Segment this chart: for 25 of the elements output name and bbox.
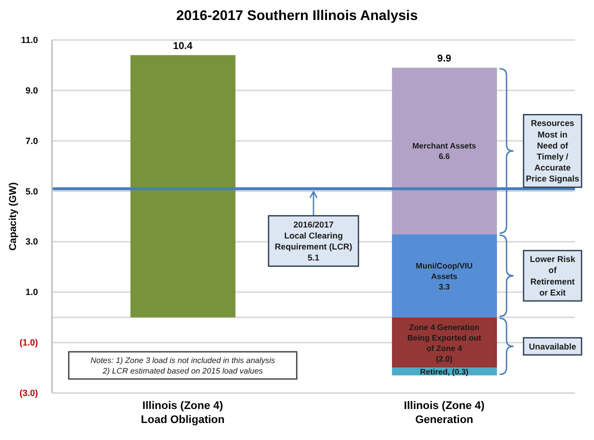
x-tick-label: Illinois (Zone 4) Load Obligation bbox=[140, 400, 225, 426]
series-label: Merchant Assets bbox=[412, 142, 477, 151]
y-tick-label: 1.0 bbox=[25, 287, 38, 298]
y-tick-label: 5.0 bbox=[25, 186, 38, 196]
annotation: Unavailable bbox=[528, 341, 576, 352]
y-axis-title: Capacity (GW) bbox=[8, 182, 19, 251]
data-label: 3.3 bbox=[438, 282, 450, 292]
y-tick-label: (1.0) bbox=[19, 338, 38, 348]
annotation: Lower Risk of Retirement or Exit bbox=[530, 254, 576, 298]
annotation: 9.9 bbox=[437, 54, 452, 65]
text: Retired, (0.3) bbox=[420, 368, 468, 377]
data-label: 6.6 bbox=[438, 152, 450, 162]
x-tick-label: Illinois (Zone 4) Generation bbox=[404, 400, 485, 426]
y-tick-label: 7.0 bbox=[25, 136, 38, 146]
ref-line-label: 2016/2017 Local Clearing Requirement (LCR) 5.1 bbox=[274, 219, 352, 263]
y-tick-label: 3.0 bbox=[25, 236, 38, 247]
data-label: 10.4 bbox=[173, 41, 193, 52]
series-label: Muni/Coop/VIU Assets bbox=[416, 261, 473, 281]
y-tick-label: 11.0 bbox=[20, 35, 38, 45]
chart-title: 2016-2017 Southern Illinois Analysis bbox=[176, 7, 418, 23]
y-tick-label: (3.0) bbox=[19, 388, 38, 398]
y-tick-label: 9.0 bbox=[25, 85, 38, 96]
series-label: Zone 4 Generation Being Exported out of Zone 4 bbox=[407, 322, 482, 353]
data-label: (2.0) bbox=[436, 354, 453, 364]
annotation: Notes: 1) Zone 3 load is not included in this analysis 2) LCR estimated based on 2015 load values bbox=[90, 356, 276, 376]
